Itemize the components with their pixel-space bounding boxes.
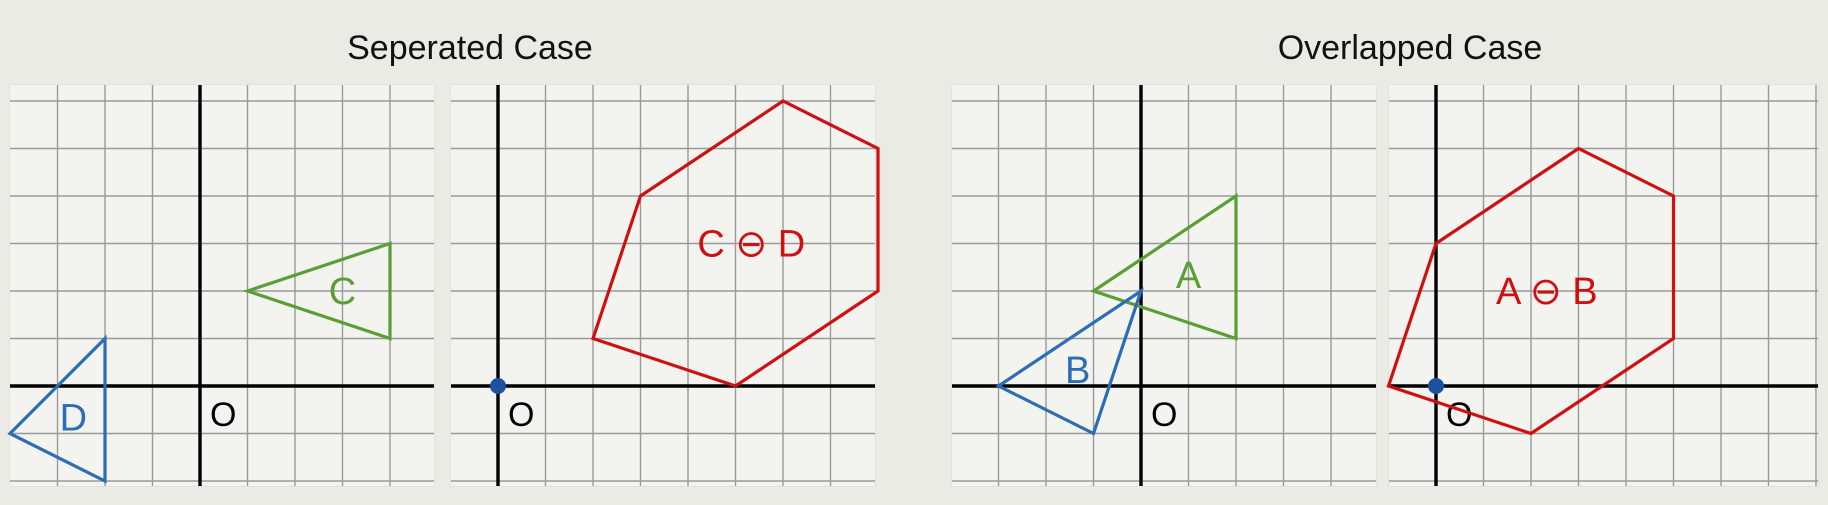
ovl_right-canvas: O A ⊖ B: [1386, 85, 1818, 486]
triangle-d: [7, 334, 107, 484]
panel-overlapped-minkowski-difference: O A ⊖ B: [1386, 85, 1818, 486]
title-seperated-case: Seperated Case: [347, 29, 593, 67]
origin-dot: [1428, 378, 1444, 394]
origin-dot: [490, 378, 506, 394]
triangle-b-label: B: [1065, 350, 1090, 392]
hexagon-a-minus-b: [1386, 146, 1676, 436]
triangle-c: [242, 241, 392, 341]
hexagon-a-minus-b-label: A ⊖ B: [1496, 271, 1598, 313]
hexagon-c-minus-d: [590, 99, 880, 388]
origin-label: O: [508, 396, 534, 434]
panel-separated-shapes: O C D: [7, 85, 434, 486]
panel-overlapped-shapes: O A B: [952, 85, 1376, 486]
origin-label: O: [1151, 396, 1177, 434]
ovl_left-canvas: O A B: [952, 85, 1376, 486]
sep_right-canvas: O C ⊖ D: [451, 85, 880, 486]
triangle-c-label: C: [329, 271, 356, 313]
triangle-a: [1089, 193, 1238, 341]
triangle-a-label: A: [1176, 255, 1202, 297]
origin-label: O: [210, 396, 236, 434]
title-overlapped-case: Overlapped Case: [1277, 29, 1543, 67]
origin-label: O: [1446, 396, 1472, 434]
panel-separated-minkowski-difference: O C ⊖ D: [451, 85, 880, 486]
grid-lines: [10, 85, 434, 486]
sep_left-canvas: O C D: [7, 85, 434, 486]
triangle-d-label: D: [60, 398, 87, 440]
hexagon-c-minus-d-label: C ⊖ D: [697, 224, 805, 266]
triangle-b: [995, 287, 1144, 436]
